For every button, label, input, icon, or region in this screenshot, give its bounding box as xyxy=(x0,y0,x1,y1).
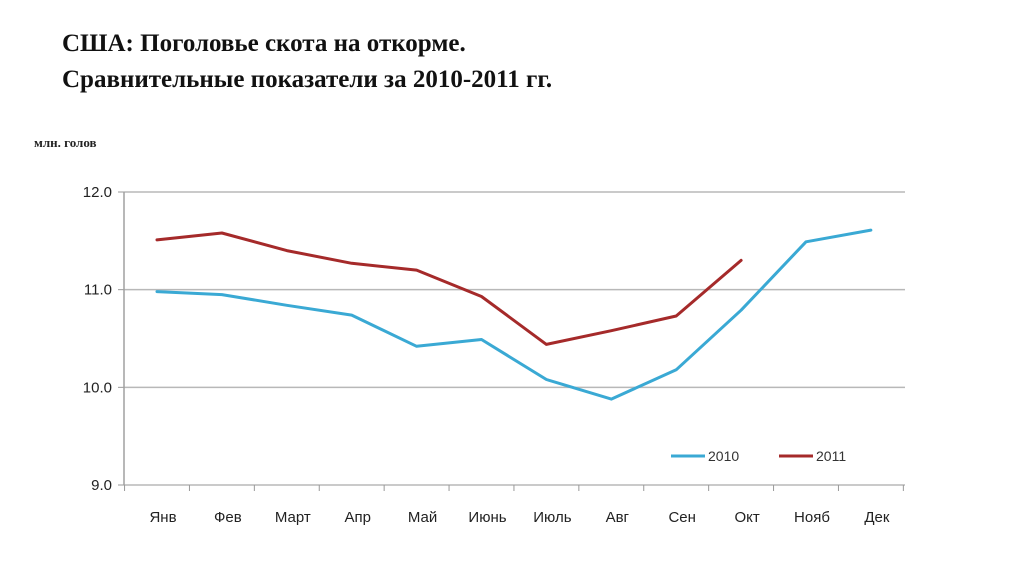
x-tick-label: Янв xyxy=(149,509,176,526)
y-tick-label: 10.0 xyxy=(83,379,112,396)
legend-label-2010: 2010 xyxy=(708,448,739,464)
x-tick-label: Нояб xyxy=(794,509,830,526)
y-axis-label: млн. голов xyxy=(34,135,97,150)
x-tick-label: Окт xyxy=(734,509,759,526)
x-tick-label: Май xyxy=(408,509,437,526)
x-tick-label: Апр xyxy=(344,509,370,526)
legend-label-2011: 2011 xyxy=(816,448,846,464)
x-tick-label: Сен xyxy=(668,509,695,526)
x-tick-label: Авг xyxy=(606,509,630,526)
x-tick-label: Июнь xyxy=(468,509,506,526)
x-tick-label: Июль xyxy=(533,509,571,526)
series-line-2010 xyxy=(155,228,873,401)
chart-title: США: Поголовье скота на откорме. xyxy=(62,30,466,57)
x-tick-label: Дек xyxy=(864,509,890,526)
series-line-2011 xyxy=(155,231,743,346)
x-tick-label: Март xyxy=(275,509,311,526)
y-tick-label: 12.0 xyxy=(83,184,112,201)
x-tick-label: Фев xyxy=(214,509,242,526)
y-tick-label: 11.0 xyxy=(84,282,112,299)
chart-subtitle: Сравнительные показатели за 2010-2011 гг… xyxy=(62,66,553,93)
y-tick-label: 9.0 xyxy=(91,477,112,494)
